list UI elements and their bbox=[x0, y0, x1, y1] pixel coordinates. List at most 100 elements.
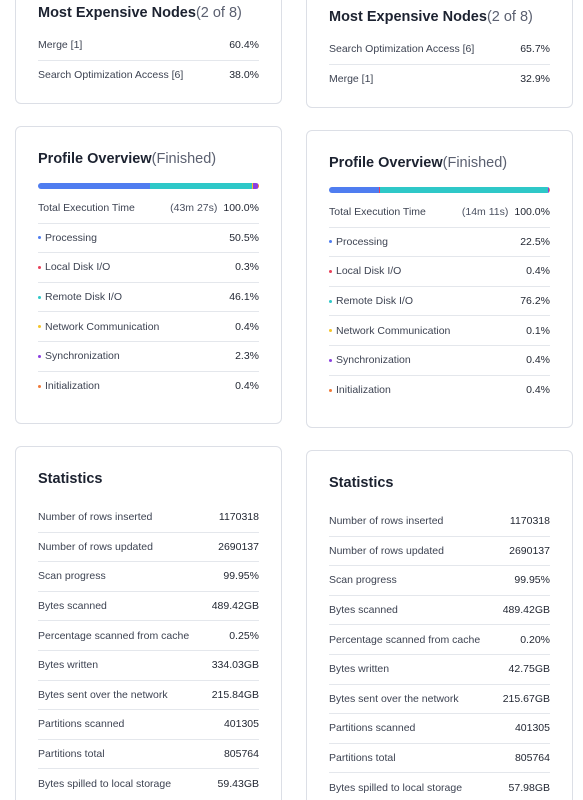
total-execution-label: Total Execution Time bbox=[38, 202, 135, 215]
synchronization-dot-icon bbox=[38, 354, 41, 358]
right-stat-row[interactable]: Bytes sent over the network 215.67GB bbox=[329, 685, 550, 715]
initialization-dot-icon bbox=[329, 388, 332, 392]
left-expensive-node-row[interactable]: Merge [1] 60.4% bbox=[38, 31, 259, 61]
right-stat-row[interactable]: Bytes scanned 489.42GB bbox=[329, 596, 550, 626]
left-stat-row[interactable]: Bytes scanned 489.42GB bbox=[38, 592, 259, 622]
right-expensive-node-row[interactable]: Merge [1] 32.9% bbox=[329, 65, 550, 95]
stat-value: 401305 bbox=[223, 718, 259, 731]
stat-label: Number of rows updated bbox=[329, 544, 444, 557]
stat-value: 215.84GB bbox=[211, 688, 259, 701]
stat-label: Bytes spilled to local storage bbox=[329, 782, 463, 795]
left-profile-row-remote-disk[interactable]: Remote Disk I/O 46.1% bbox=[38, 283, 259, 313]
profile-label: Initialization bbox=[45, 380, 100, 393]
left-profile-row-local-disk[interactable]: Local Disk I/O 0.3% bbox=[38, 253, 259, 283]
node-value: 60.4% bbox=[229, 39, 259, 52]
stat-value: 0.20% bbox=[520, 633, 550, 646]
node-label: Search Optimization Access [6] bbox=[38, 69, 184, 82]
left-profile-title-text: Profile Overview bbox=[38, 151, 152, 167]
left-stat-row[interactable]: Partitions scanned 401305 bbox=[38, 710, 259, 740]
profile-label: Remote Disk I/O bbox=[45, 291, 123, 304]
stat-value: 401305 bbox=[514, 722, 550, 735]
left-total-execution-row: Total Execution Time (43m 27s) 100.0% bbox=[38, 194, 259, 224]
left-stat-row[interactable]: Scan progress 99.95% bbox=[38, 562, 259, 592]
stat-label: Scan progress bbox=[329, 574, 397, 587]
stat-value: 57.98GB bbox=[508, 782, 550, 795]
left-stat-row[interactable]: Percentage scanned from cache 0.25% bbox=[38, 621, 259, 651]
right-profile-row-network[interactable]: Network Communication 0.1% bbox=[329, 316, 550, 346]
left-expensive-nodes-title: Most Expensive Nodes(2 of 8) bbox=[38, 5, 259, 21]
right-stat-row[interactable]: Scan progress 99.95% bbox=[329, 566, 550, 596]
right-stat-row[interactable]: Partitions total 805764 bbox=[329, 744, 550, 774]
right-stat-row[interactable]: Number of rows inserted 1170318 bbox=[329, 507, 550, 537]
network-dot-icon bbox=[38, 325, 41, 329]
profile-value: 2.3% bbox=[235, 350, 259, 363]
stat-value: 1170318 bbox=[218, 511, 259, 524]
stat-value: 59.43GB bbox=[217, 778, 259, 791]
initialization-dot-icon bbox=[38, 384, 41, 388]
left-profile-row-processing[interactable]: Processing 50.5% bbox=[38, 224, 259, 254]
right-profile-overview-card: Profile Overview(Finished) Total Executi… bbox=[306, 130, 573, 428]
node-value: 65.7% bbox=[520, 43, 550, 56]
left-stat-row[interactable]: Bytes sent over the network 215.84GB bbox=[38, 681, 259, 711]
left-execution-progress-bar bbox=[38, 183, 259, 189]
left-stat-row[interactable]: Bytes spilled to local storage 59.43GB bbox=[38, 769, 259, 799]
left-expensive-nodes-title-text: Most Expensive Nodes bbox=[38, 5, 196, 21]
right-profile-row-synchronization[interactable]: Synchronization 0.4% bbox=[329, 346, 550, 376]
stat-value: 99.95% bbox=[223, 570, 259, 583]
stat-label: Bytes scanned bbox=[38, 600, 107, 613]
node-value: 38.0% bbox=[229, 69, 259, 82]
left-expensive-nodes-card: Most Expensive Nodes(2 of 8) Merge [1] 6… bbox=[15, 0, 282, 104]
stat-value: 489.42GB bbox=[211, 600, 259, 613]
stat-label: Partitions scanned bbox=[329, 722, 416, 735]
stat-label: Partitions total bbox=[38, 748, 105, 761]
right-expensive-node-row[interactable]: Search Optimization Access [6] 65.7% bbox=[329, 35, 550, 65]
right-profile-row-initialization[interactable]: Initialization 0.4% bbox=[329, 376, 550, 406]
progress-segment-network bbox=[252, 183, 253, 189]
right-profile-row-remote-disk[interactable]: Remote Disk I/O 76.2% bbox=[329, 287, 550, 317]
stat-value: 99.95% bbox=[514, 574, 550, 587]
remote-disk-dot-icon bbox=[329, 299, 332, 303]
profile-value: 0.3% bbox=[235, 261, 259, 274]
profile-label: Processing bbox=[336, 235, 388, 248]
right-stat-row[interactable]: Bytes written 42.75GB bbox=[329, 655, 550, 685]
right-stat-row[interactable]: Number of rows updated 2690137 bbox=[329, 537, 550, 567]
right-profile-row-processing[interactable]: Processing 22.5% bbox=[329, 228, 550, 258]
left-stat-row[interactable]: Partitions total 805764 bbox=[38, 740, 259, 770]
profile-label: Processing bbox=[45, 231, 97, 244]
left-expensive-node-row[interactable]: Search Optimization Access [6] 38.0% bbox=[38, 61, 259, 91]
stat-value: 0.25% bbox=[229, 629, 259, 642]
left-profile-row-initialization[interactable]: Initialization 0.4% bbox=[38, 372, 259, 402]
progress-segment-synchronization bbox=[253, 183, 259, 189]
right-profile-overview-title: Profile Overview(Finished) bbox=[329, 155, 550, 171]
right-stat-row[interactable]: Partitions scanned 401305 bbox=[329, 714, 550, 744]
profile-label: Network Communication bbox=[336, 324, 451, 337]
progress-segment-processing bbox=[329, 187, 379, 193]
stat-value: 2690137 bbox=[509, 544, 550, 557]
profile-label: Initialization bbox=[336, 384, 391, 397]
left-stat-row[interactable]: Number of rows inserted 1170318 bbox=[38, 503, 259, 533]
profile-value: 76.2% bbox=[520, 295, 550, 308]
profile-value: 0.1% bbox=[526, 324, 550, 337]
node-label: Merge [1] bbox=[38, 39, 83, 52]
left-stat-row[interactable]: Number of rows updated 2690137 bbox=[38, 533, 259, 563]
profile-label: Local Disk I/O bbox=[336, 265, 402, 278]
stat-label: Bytes spilled to local storage bbox=[38, 778, 172, 791]
progress-segment-remote_disk bbox=[379, 187, 548, 193]
right-expensive-nodes-title: Most Expensive Nodes(2 of 8) bbox=[329, 9, 550, 25]
progress-segment-initialization bbox=[549, 187, 550, 193]
profile-value: 0.4% bbox=[235, 320, 259, 333]
right-stat-row[interactable]: Bytes spilled to local storage 57.98GB bbox=[329, 773, 550, 800]
profile-value: 50.5% bbox=[229, 231, 259, 244]
left-profile-overview-title: Profile Overview(Finished) bbox=[38, 151, 259, 167]
stat-label: Bytes sent over the network bbox=[329, 692, 459, 705]
left-profile-row-network[interactable]: Network Communication 0.4% bbox=[38, 312, 259, 342]
progress-segment-remote_disk bbox=[150, 183, 253, 189]
remote-disk-dot-icon bbox=[38, 295, 41, 299]
right-stat-row[interactable]: Percentage scanned from cache 0.20% bbox=[329, 625, 550, 655]
stat-label: Bytes scanned bbox=[329, 604, 398, 617]
stat-label: Partitions scanned bbox=[38, 718, 125, 731]
right-profile-row-local-disk[interactable]: Local Disk I/O 0.4% bbox=[329, 257, 550, 287]
left-stat-row[interactable]: Bytes written 334.03GB bbox=[38, 651, 259, 681]
left-profile-row-synchronization[interactable]: Synchronization 2.3% bbox=[38, 342, 259, 372]
stat-label: Percentage scanned from cache bbox=[38, 629, 190, 642]
